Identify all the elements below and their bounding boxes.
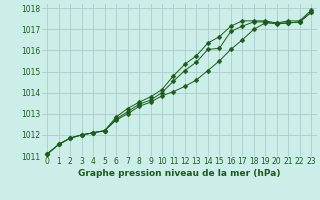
X-axis label: Graphe pression niveau de la mer (hPa): Graphe pression niveau de la mer (hPa) [78, 169, 280, 178]
